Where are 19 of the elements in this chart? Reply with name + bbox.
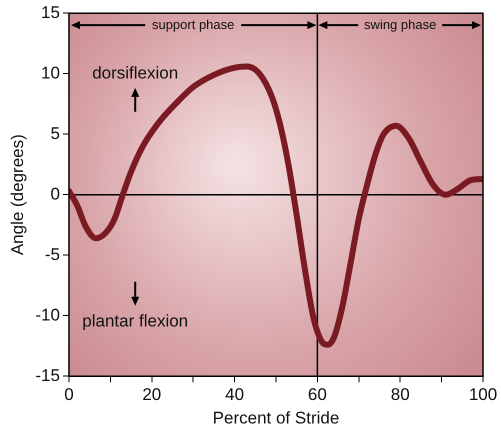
x-tick-label: 100 (468, 385, 498, 404)
y-tick-label: -5 (44, 244, 60, 264)
x-tick-label: 60 (308, 385, 327, 404)
y-tick-label: 10 (41, 63, 60, 82)
x-tick-label: 40 (225, 385, 244, 404)
annotation: dorsiflexion (92, 64, 178, 83)
y-tick-label: 5 (50, 124, 60, 143)
x-axis-title: Percent of Stride (212, 408, 340, 428)
y-tick-label: -15 (35, 366, 60, 385)
y-tick-label: 0 (50, 184, 60, 204)
x-tick-label: 20 (142, 385, 162, 404)
annotation: plantar flexion (82, 311, 188, 330)
y-tick-label: 15 (41, 2, 60, 22)
x-tick-label: 0 (64, 385, 74, 404)
annotation: swing phase (364, 16, 436, 32)
annotation: support phase (152, 16, 234, 32)
x-tick-label: 80 (390, 385, 410, 404)
y-tick-label: -10 (35, 305, 60, 324)
y-axis-title: Angle (degrees) (8, 134, 27, 256)
